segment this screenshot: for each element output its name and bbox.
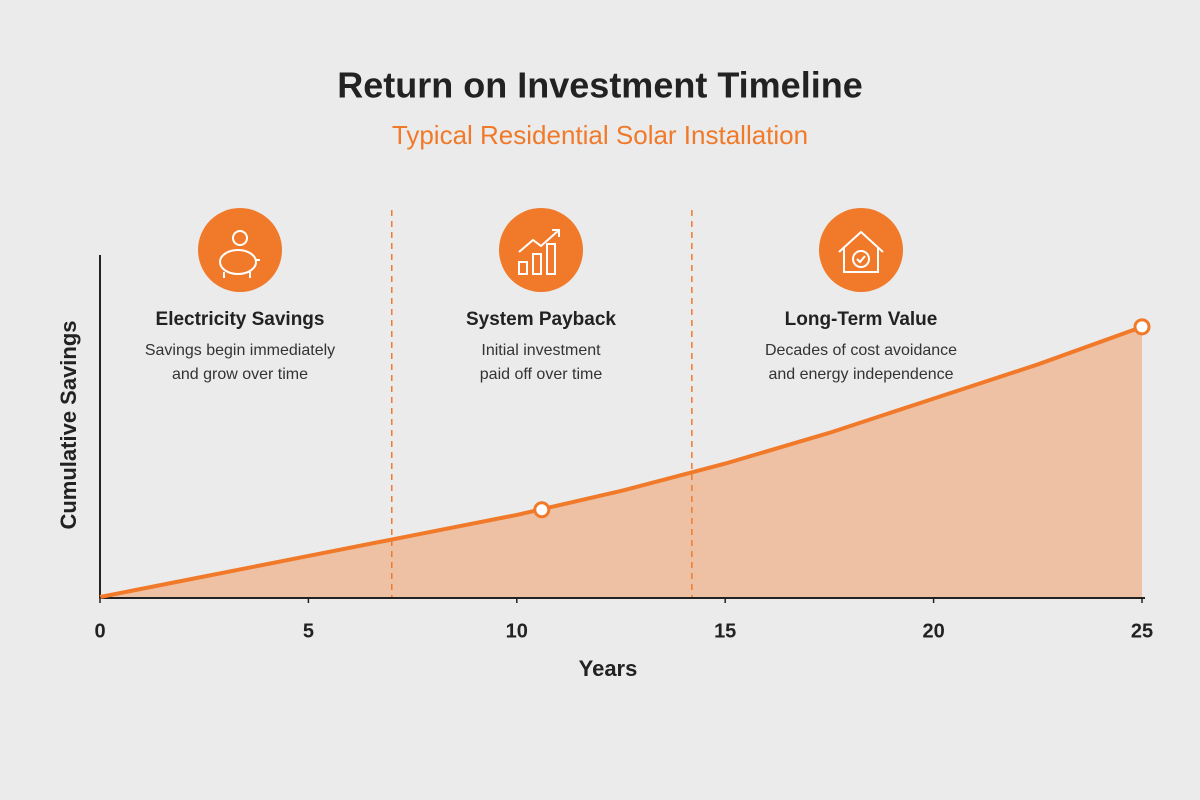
- highlight-point: [533, 501, 551, 519]
- phase-title: Long-Term Value: [785, 309, 938, 330]
- phase-title: System Payback: [466, 309, 616, 330]
- phase-description: Initial investment: [481, 342, 601, 359]
- icon-chart: [499, 208, 583, 292]
- phase-title: Electricity Savings: [156, 309, 325, 330]
- phase-description: paid off over time: [480, 366, 603, 383]
- chart-subtitle: Typical Residential Solar Installation: [392, 120, 808, 150]
- x-tick-label: 0: [94, 620, 105, 642]
- chart-title: Return on Investment Timeline: [337, 65, 862, 106]
- y-axis-label: Cumulative Savings: [56, 320, 81, 529]
- phase-description: Savings begin immediately: [145, 342, 335, 359]
- phase-description: and grow over time: [172, 366, 308, 383]
- x-tick-label: 25: [1131, 620, 1153, 642]
- x-tick-label: 20: [922, 620, 944, 642]
- x-tick-label: 10: [506, 620, 528, 642]
- x-tick-label: 15: [714, 620, 736, 642]
- highlight-point: [1133, 318, 1151, 336]
- icon-savings: [198, 208, 282, 292]
- phase-description: and energy independence: [768, 366, 953, 383]
- x-tick-label: 5: [303, 620, 314, 642]
- icon-house: [819, 208, 903, 292]
- line: [99, 324, 1143, 599]
- area: [100, 326, 1142, 597]
- x-axis-label: Years: [579, 656, 638, 681]
- phase-description: Decades of cost avoidance: [765, 342, 957, 359]
